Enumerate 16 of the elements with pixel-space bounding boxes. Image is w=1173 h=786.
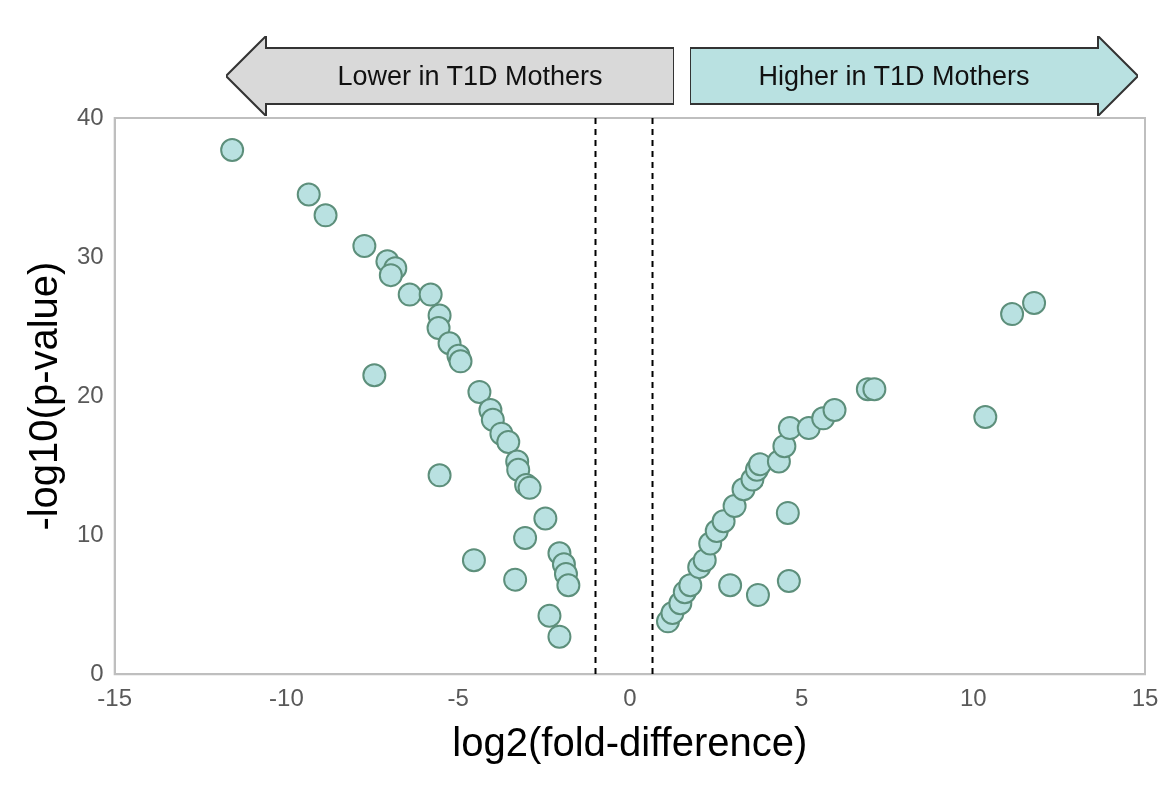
y-tick-label: 20	[76, 380, 104, 408]
text: Lower in T1D Mothers	[336, 59, 604, 93]
x-tick-label: -10	[269, 684, 304, 712]
x-tick-label: 0	[623, 684, 637, 712]
x-tick-label: 10	[959, 684, 987, 712]
y-tick-label: 10	[76, 519, 104, 547]
y-axis-title: -log10(p-value)	[21, 261, 66, 531]
x-tick-label: -15	[97, 684, 133, 712]
y-tick-label: 0	[90, 658, 104, 686]
x-tick-label: 15	[1131, 684, 1159, 712]
x-axis-title: log2(fold-difference)	[452, 720, 808, 765]
x-tick-label: -5	[447, 684, 469, 712]
y-tick-label: 30	[76, 241, 104, 269]
text: Higher in T1D Mothers	[757, 59, 1031, 93]
y-tick-label: 40	[76, 102, 104, 130]
x-tick-label: 5	[794, 684, 809, 712]
